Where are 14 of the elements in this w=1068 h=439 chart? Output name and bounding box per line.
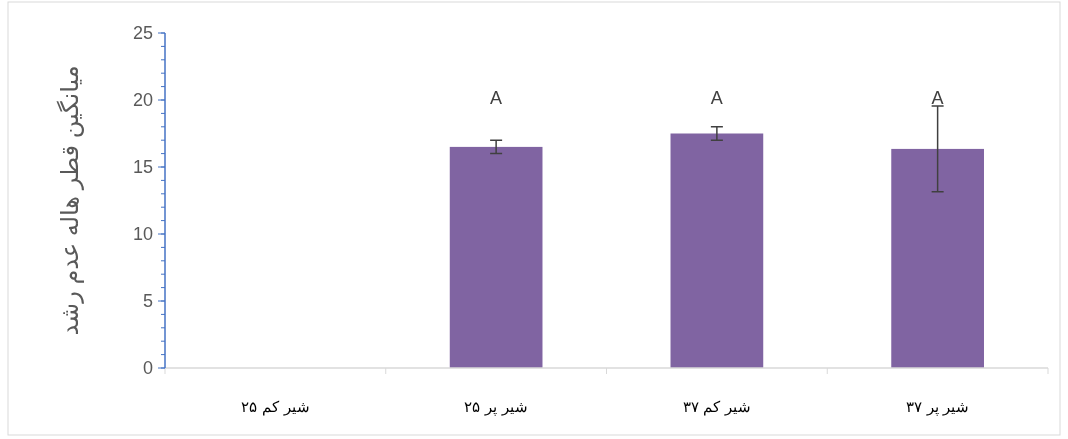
x-tick-label: شیر پر ۲۵ xyxy=(464,398,528,416)
y-tick-label: 25 xyxy=(132,23,153,43)
y-tick-label: 15 xyxy=(132,157,153,177)
annotation: A xyxy=(710,88,723,108)
x-tick-label: شیر کم ۲۵ xyxy=(241,398,310,416)
annotation: A xyxy=(931,88,944,108)
x-tick-label: شیر کم ۳۷ xyxy=(682,398,752,416)
x-tick-label: شیر پر ۳۷ xyxy=(905,398,970,416)
y-tick-label: 0 xyxy=(142,358,153,378)
y-tick-label: 20 xyxy=(132,90,153,110)
y-tick-label: 10 xyxy=(132,224,153,244)
y-axis-title: میانگین قطر هاله عدم رشد xyxy=(56,65,84,336)
y-tick-label: 5 xyxy=(142,291,153,311)
annotation: A xyxy=(490,88,503,108)
